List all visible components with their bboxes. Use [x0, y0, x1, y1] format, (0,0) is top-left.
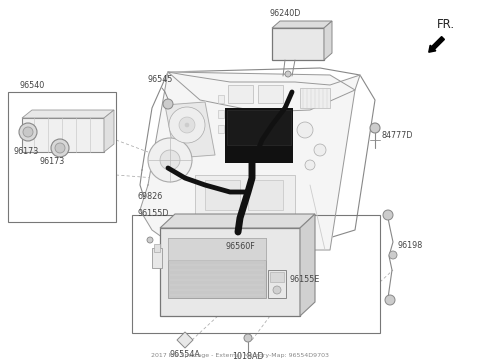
Text: 96554A: 96554A: [169, 350, 201, 359]
FancyArrow shape: [429, 36, 444, 52]
Circle shape: [185, 123, 189, 127]
Text: 84777D: 84777D: [382, 130, 413, 139]
Bar: [218, 125, 224, 133]
Polygon shape: [177, 332, 193, 348]
Circle shape: [385, 295, 395, 305]
Bar: [22, 118, 104, 152]
Polygon shape: [22, 110, 114, 118]
Text: 96545: 96545: [147, 75, 173, 84]
Text: 69826: 69826: [138, 192, 163, 201]
Circle shape: [370, 123, 380, 133]
Text: 96155E: 96155E: [290, 275, 320, 284]
Text: 96155D: 96155D: [138, 209, 169, 218]
Circle shape: [179, 117, 195, 133]
Polygon shape: [168, 72, 360, 112]
Bar: [227, 110, 291, 145]
Bar: [218, 95, 224, 103]
Polygon shape: [104, 110, 114, 152]
Polygon shape: [324, 21, 332, 60]
Text: 96198: 96198: [398, 240, 423, 249]
Bar: [132, 215, 380, 333]
Text: 96240D: 96240D: [269, 9, 300, 18]
Circle shape: [297, 122, 313, 138]
Bar: [225, 108, 293, 163]
Bar: [195, 175, 295, 220]
Bar: [300, 88, 330, 108]
Polygon shape: [272, 21, 332, 28]
Circle shape: [51, 139, 69, 157]
Text: 96540: 96540: [20, 81, 45, 90]
Text: 96560F: 96560F: [225, 242, 255, 251]
Bar: [248, 180, 283, 210]
Bar: [205, 180, 240, 210]
Text: FR.: FR.: [437, 18, 455, 31]
Circle shape: [383, 210, 393, 220]
Bar: [218, 110, 224, 118]
Bar: [168, 238, 266, 260]
Bar: [152, 248, 162, 268]
Text: 1018AD: 1018AD: [232, 352, 264, 361]
Circle shape: [160, 150, 180, 170]
Bar: [258, 85, 283, 103]
Circle shape: [244, 334, 252, 342]
Circle shape: [389, 251, 397, 259]
Circle shape: [163, 99, 173, 109]
Text: 2017 Kia Sportage - External Memory-Map: 96554D9703: 2017 Kia Sportage - External Memory-Map:…: [151, 353, 329, 358]
Bar: [268, 270, 286, 298]
Circle shape: [305, 160, 315, 170]
Circle shape: [285, 71, 291, 77]
Bar: [168, 238, 266, 298]
Circle shape: [169, 107, 205, 143]
Circle shape: [23, 127, 33, 137]
Bar: [270, 272, 284, 282]
Circle shape: [314, 144, 326, 156]
Bar: [154, 244, 160, 252]
Bar: [228, 85, 253, 103]
Circle shape: [19, 123, 37, 141]
Text: 96173: 96173: [14, 147, 39, 156]
Polygon shape: [140, 72, 355, 250]
Circle shape: [55, 143, 65, 153]
Polygon shape: [165, 102, 215, 158]
Circle shape: [273, 286, 281, 294]
Bar: [272, 28, 324, 60]
Text: 96173: 96173: [40, 157, 65, 166]
Bar: [160, 228, 300, 316]
Polygon shape: [300, 214, 315, 316]
Polygon shape: [160, 214, 315, 228]
Bar: [8, 92, 116, 222]
Circle shape: [147, 237, 153, 243]
Circle shape: [148, 138, 192, 182]
